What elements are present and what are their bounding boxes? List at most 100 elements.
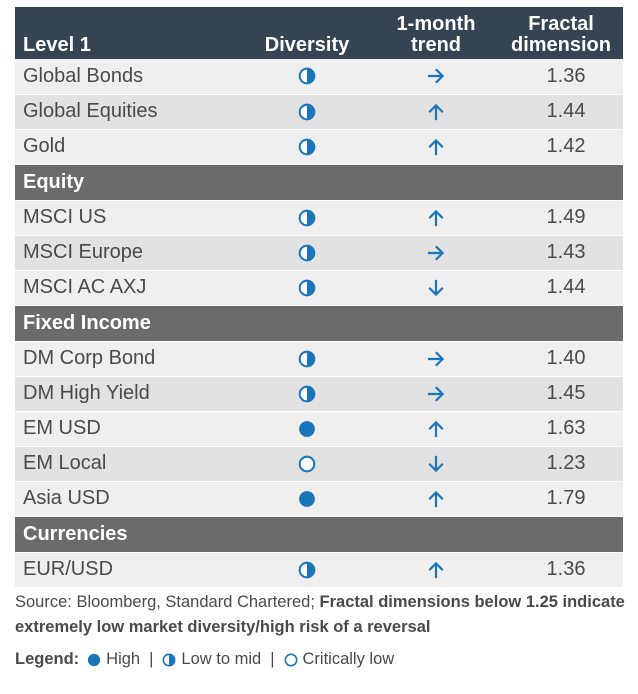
section-label: Currencies [15, 516, 623, 553]
asset-name: DM High Yield [15, 376, 241, 412]
table-row-gold: Gold 1.42 [15, 129, 623, 165]
arrow-down-icon [427, 279, 445, 297]
fractal-dimension-value: 1.36 [499, 552, 623, 588]
fractal-dimension-value: 1.63 [499, 411, 623, 447]
arrow-up-icon [427, 103, 445, 121]
table-row-asia-usd: Asia USD 1.79 [15, 481, 623, 517]
table-body: Global Bonds 1.36 Global Equities 1.44 Gold 1… [15, 59, 623, 588]
half-circle-icon [298, 561, 316, 579]
legend: Legend: High | Low to mid | Critically l… [15, 650, 394, 669]
table-header-row: Level 1 Diversity 1-month trend Fractal … [15, 7, 623, 59]
empty-circle-icon [298, 455, 316, 473]
arrow-right-icon [427, 244, 445, 262]
section-row-equity: Equity [15, 164, 623, 201]
asset-name: MSCI Europe [15, 235, 241, 271]
trend-cell [373, 376, 499, 412]
fractal-dimension-value: 1.49 [499, 200, 623, 236]
table-row-em-local: EM Local 1.23 [15, 446, 623, 482]
diversity-cell [241, 446, 373, 482]
trend-cell [373, 341, 499, 377]
asset-name: Global Equities [15, 94, 241, 130]
fractal-dimension-value: 1.43 [499, 235, 623, 271]
half-circle-icon [298, 279, 316, 297]
trend-cell [373, 129, 499, 165]
trend-cell [373, 200, 499, 236]
legend-low-to-mid-label: Low to mid [181, 650, 262, 668]
legend-high-label: High [106, 650, 141, 668]
diversity-cell [241, 59, 373, 95]
trend-cell [373, 235, 499, 271]
legend-item-high: High [87, 650, 140, 669]
arrow-up-icon [427, 209, 445, 227]
diversity-cell [241, 376, 373, 412]
header-trend-line1: 1-month [396, 13, 476, 35]
full-circle-icon [88, 653, 101, 666]
trend-cell [373, 481, 499, 517]
trend-cell [373, 59, 499, 95]
source-note: Source: Bloomberg, Standard Chartered; F… [15, 590, 625, 640]
legend-separator: | [149, 650, 154, 668]
diversity-cell [241, 129, 373, 165]
half-circle-icon [298, 67, 316, 85]
arrow-up-icon [427, 420, 445, 438]
fractal-dimension-table: Level 1 Diversity 1-month trend Fractal … [15, 7, 623, 588]
full-circle-icon [298, 490, 316, 508]
header-level-1: Level 1 [15, 7, 241, 59]
half-circle-icon [298, 138, 316, 156]
fractal-dimension-value: 1.42 [499, 129, 623, 165]
header-trend-line2: trend [411, 34, 461, 56]
arrow-up-icon [427, 138, 445, 156]
trend-cell [373, 94, 499, 130]
diversity-cell [241, 341, 373, 377]
legend-item-low-to-mid: Low to mid [162, 650, 261, 669]
asset-name: EM USD [15, 411, 241, 447]
fractal-dimension-value: 1.79 [499, 481, 623, 517]
trend-cell [373, 446, 499, 482]
diversity-cell [241, 235, 373, 271]
table-row-msci-ac-axj: MSCI AC AXJ 1.44 [15, 270, 623, 306]
table-row-dm-corp-bond: DM Corp Bond 1.40 [15, 341, 623, 377]
section-row-currencies: Currencies [15, 516, 623, 553]
legend-separator: | [270, 650, 275, 668]
table-row-eur-usd: EUR/USD 1.36 [15, 552, 623, 588]
arrow-right-icon [427, 67, 445, 85]
source-text: Source: Bloomberg, Standard Chartered; [15, 593, 320, 611]
source-emphasis: Fractal dimensions below 1.25 indicate e… [15, 593, 625, 636]
arrow-right-icon [427, 350, 445, 368]
arrow-down-icon [427, 455, 445, 473]
half-circle-icon [298, 244, 316, 262]
half-circle-icon [298, 209, 316, 227]
full-circle-icon [298, 420, 316, 438]
diversity-cell [241, 94, 373, 130]
diversity-cell [241, 481, 373, 517]
arrow-right-icon [427, 385, 445, 403]
fractal-dimension-value: 1.44 [499, 270, 623, 306]
half-circle-icon [298, 103, 316, 121]
table-row-global-equities: Global Equities 1.44 [15, 94, 623, 130]
section-label: Equity [15, 164, 623, 201]
legend-item-critically-low: Critically low [284, 650, 395, 669]
asset-name: EUR/USD [15, 552, 241, 588]
fractal-dimension-value: 1.45 [499, 376, 623, 412]
header-fractal-line1: Fractal [528, 13, 594, 35]
header-fractal-line2: dimension [510, 34, 611, 56]
diversity-cell [241, 270, 373, 306]
fractal-dimension-value: 1.40 [499, 341, 623, 377]
table-row-em-usd: EM USD 1.63 [15, 411, 623, 447]
table-row-global-bonds: Global Bonds 1.36 [15, 59, 623, 95]
half-circle-icon [298, 385, 316, 403]
asset-name: Gold [15, 129, 241, 165]
legend-critically-low-label: Critically low [302, 650, 395, 668]
diversity-cell [241, 552, 373, 588]
asset-name: Asia USD [15, 481, 241, 517]
diversity-cell [241, 411, 373, 447]
section-row-fixed-income: Fixed Income [15, 305, 623, 342]
table-row-msci-us: MSCI US 1.49 [15, 200, 623, 236]
diversity-cell [241, 200, 373, 236]
half-circle-icon [298, 350, 316, 368]
fractal-dimension-value: 1.44 [499, 94, 623, 130]
trend-cell [373, 552, 499, 588]
table-row-msci-europe: MSCI Europe 1.43 [15, 235, 623, 271]
asset-name: Global Bonds [15, 59, 241, 95]
